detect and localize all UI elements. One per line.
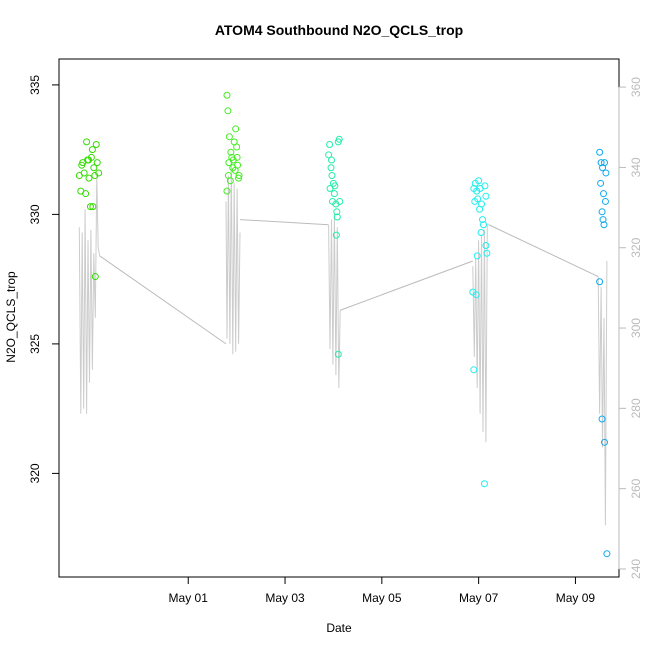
data-point-flight-4-16 (480, 480, 488, 488)
y2-tick-label: 340 (629, 157, 643, 177)
data-point-flight-1-12 (90, 164, 98, 172)
data-point-flight-3-13 (331, 182, 339, 190)
connector-line-1 (99, 255, 227, 345)
data-point-flight-3-2 (326, 140, 334, 148)
y-axis-label: N2O_QCLS_trop (4, 271, 18, 363)
data-point-flight-1-18 (89, 203, 97, 211)
data-point-flight-5-11 (599, 216, 607, 224)
x-tick-label: May 03 (265, 591, 305, 605)
data-point-flight-3-12 (328, 197, 336, 205)
data-point-flight-5-12 (596, 278, 604, 286)
axis-layer: May 01 May 03 May 05 May 07 May 09 320 325 330 3… (28, 75, 643, 605)
data-point-flight-3-14 (333, 208, 341, 216)
data-point-flight-4-17 (482, 241, 490, 249)
data-point-flight-1-11 (88, 146, 96, 154)
y2-tick-label: 240 (629, 559, 643, 579)
data-point-flight-3-16 (334, 350, 342, 358)
data-point-flight-1-15 (93, 159, 101, 167)
data-point-flight-4-12 (471, 197, 479, 205)
data-point-flight-5-2 (597, 159, 605, 167)
data-point-flight-3-17 (327, 156, 335, 164)
data-point-flight-2-11 (235, 172, 243, 180)
data-point-flight-2-2 (224, 107, 232, 115)
trace-line-flight-3 (328, 214, 341, 388)
data-point-flight-5-7 (600, 190, 608, 198)
trace-line-flight-4 (472, 224, 489, 443)
data-point-flight-1-20 (91, 172, 99, 180)
data-point-flight-2-19 (225, 159, 233, 167)
data-point-flight-4-11 (482, 192, 490, 200)
data-point-flight-4-10 (481, 182, 489, 190)
x-tick-label: May 09 (556, 591, 596, 605)
data-point-flight-1-14 (92, 140, 100, 148)
data-point-flight-3-8 (333, 213, 341, 221)
connector-line-3 (340, 260, 474, 311)
y2-tick-label: 320 (629, 237, 643, 257)
data-point-flight-1-19 (85, 156, 93, 164)
data-point-flight-4-9 (479, 221, 487, 229)
data-point-flight-3-10 (335, 135, 343, 143)
data-point-flight-4-14 (473, 252, 481, 260)
data-point-flight-2-3 (225, 133, 233, 141)
data-point-flight-5-13 (598, 415, 606, 423)
data-point-flight-2-12 (223, 187, 231, 195)
y2-tick-label: 300 (629, 318, 643, 338)
data-point-flight-2-8 (232, 125, 240, 133)
data-point-flight-4-5 (475, 177, 483, 185)
x-tick-label: May 07 (459, 591, 499, 605)
data-point-flight-3-6 (330, 190, 338, 198)
data-point-flight-4-18 (483, 249, 491, 257)
data-point-flight-2-18 (235, 174, 243, 182)
x-tick-label: May 01 (169, 591, 209, 605)
data-point-flight-5-14 (600, 438, 608, 446)
y2-tick-label: 280 (629, 398, 643, 418)
data-point-flight-4-15 (470, 366, 478, 374)
data-point-flight-3-4 (328, 172, 336, 180)
x-tick-label: May 05 (362, 591, 402, 605)
data-point-flight-3-3 (327, 164, 335, 172)
data-point-flight-3-1 (325, 151, 333, 159)
trace-line-flight-2 (225, 162, 241, 355)
data-point-flight-5-4 (600, 159, 608, 167)
trace-line-flight-5 (597, 260, 608, 526)
data-point-flight-2-14 (226, 177, 234, 185)
y-tick-label: 335 (28, 75, 42, 95)
data-point-flight-5-10 (600, 221, 608, 229)
data-point-flight-2-17 (233, 153, 241, 161)
data-point-flight-5-15 (603, 550, 611, 558)
data-point-flight-1-4 (80, 169, 88, 177)
connector-line-4 (488, 224, 599, 278)
data-point-flight-1-6 (83, 138, 91, 146)
data-point-flight-5-6 (597, 179, 605, 187)
data-point-flight-2-9 (233, 143, 241, 151)
data-point-flight-4-21 (469, 288, 477, 296)
data-point-flight-1-17 (77, 187, 85, 195)
y2-tick-label: 260 (629, 478, 643, 498)
data-point-flight-1-8 (85, 174, 93, 182)
x-axis-label: Date (326, 621, 352, 635)
data-point-flight-1-9 (86, 203, 94, 211)
connector-line-2 (239, 219, 329, 226)
data-point-flight-5-8 (601, 197, 609, 205)
y2-tick-label: 360 (629, 77, 643, 97)
plot-layer (75, 91, 611, 558)
data-point-flight-3-15 (332, 231, 340, 239)
y-tick-label: 325 (28, 334, 42, 354)
data-point-flight-4-8 (479, 216, 487, 224)
data-point-flight-4-19 (477, 229, 485, 237)
data-point-flight-5-1 (596, 148, 604, 156)
y-tick-label: 320 (28, 463, 42, 483)
trace-line-flight-1 (78, 175, 101, 414)
data-point-flight-2-16 (231, 166, 239, 174)
data-point-flight-5-9 (598, 208, 606, 216)
data-point-flight-2-1 (223, 91, 231, 99)
data-point-flight-1-13 (91, 273, 99, 281)
data-point-flight-2-4 (227, 148, 235, 156)
data-point-flight-5-5 (602, 169, 610, 177)
data-point-flight-3-18 (336, 197, 344, 205)
y-tick-label: 330 (28, 204, 42, 224)
data-point-flight-4-20 (476, 205, 484, 213)
chart-title: ATOM4 Southbound N2O_QCLS_trop (215, 22, 463, 38)
